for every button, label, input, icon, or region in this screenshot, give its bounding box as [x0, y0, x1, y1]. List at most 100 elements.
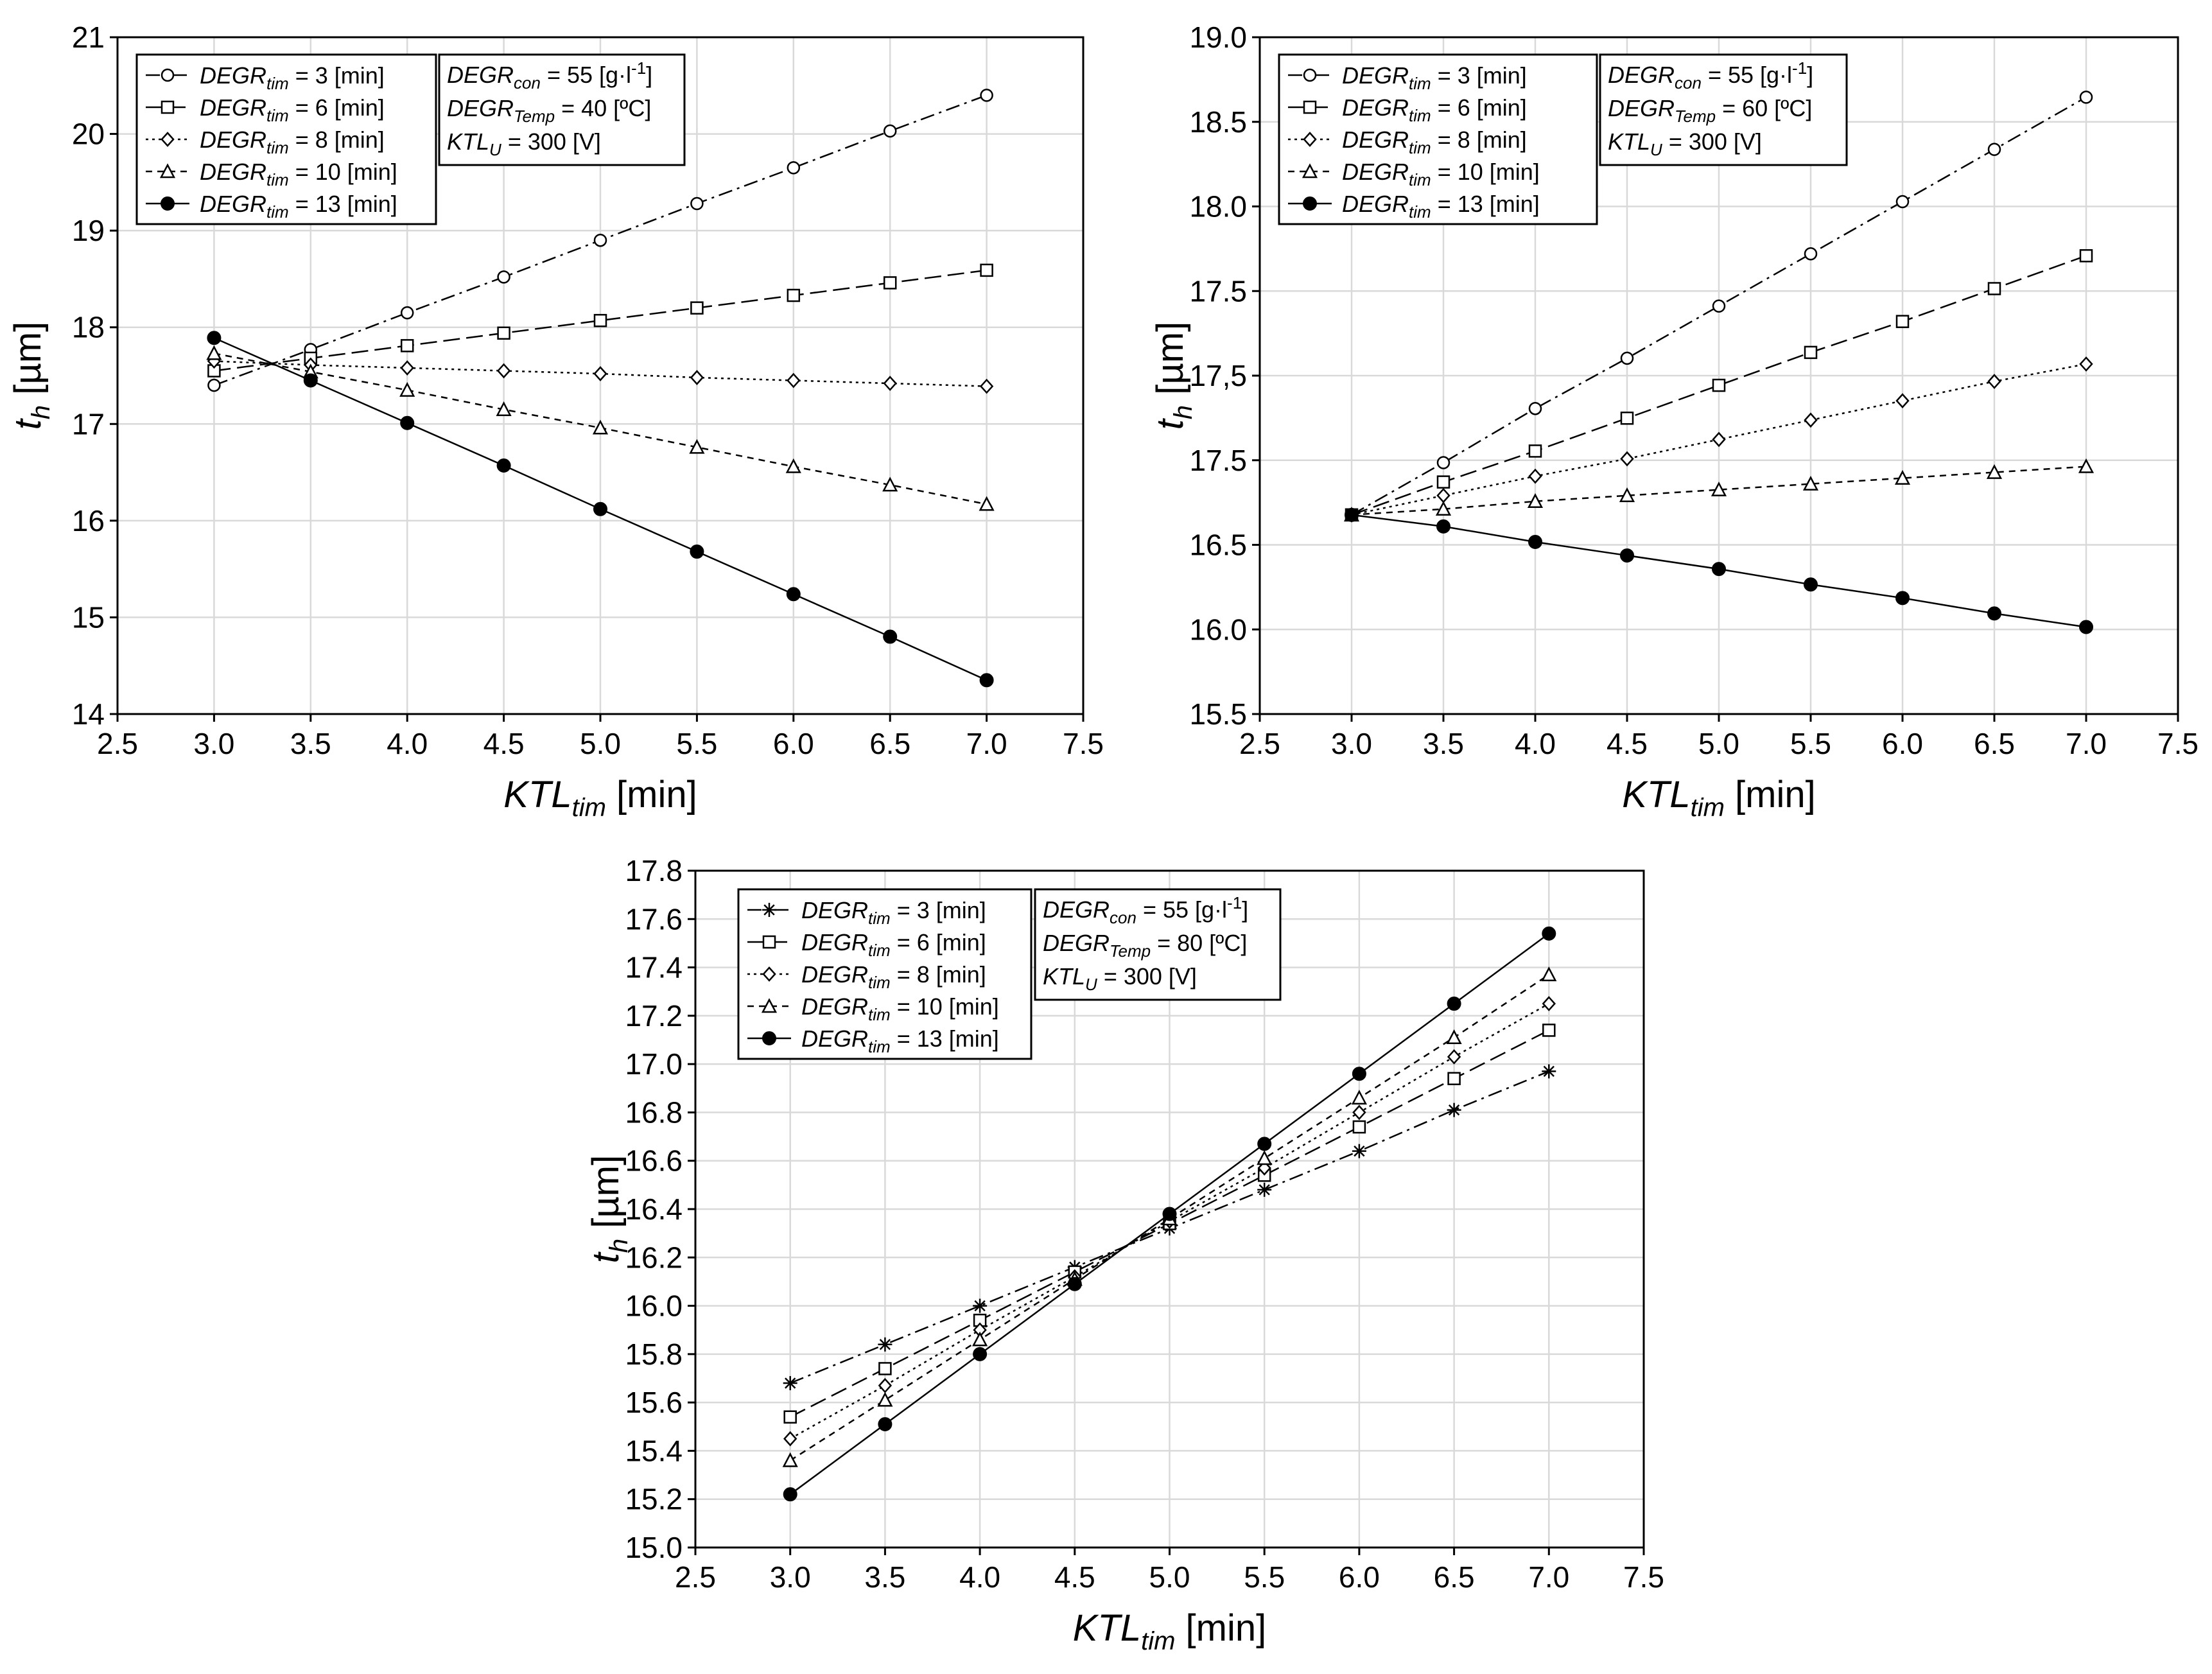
y-tick-label: 16.2: [625, 1241, 683, 1274]
data-point: [497, 270, 510, 284]
data-point: [1804, 577, 1818, 592]
legend-marker: [161, 196, 175, 211]
y-tick-label: 16.0: [625, 1289, 683, 1323]
legend-label: DEGRtim = 13 [min]: [200, 191, 397, 222]
data-point: [883, 376, 897, 391]
legend-label: DEGRtim = 8 [min]: [801, 961, 986, 992]
plot-frame: [694, 869, 1645, 1549]
chart-panel-2: 2.5 3.0 3.5 4.0 4.5 5.0 5.5 6.0 6.5 7.0 7.5 15.5 16.…: [1149, 21, 2199, 822]
legend-marker: [161, 100, 175, 114]
data-point: [878, 1377, 893, 1393]
y-tick-label: 15.4: [625, 1434, 683, 1467]
data-point: [1804, 345, 1818, 360]
data-point: [1257, 1137, 1272, 1151]
series-line: [1351, 96, 2087, 516]
data-point: [1527, 493, 1544, 508]
data-point: [979, 496, 995, 511]
x-tick-label: 3.0: [193, 727, 234, 760]
data-point: [782, 1452, 798, 1467]
y-tick-label: 15: [72, 600, 105, 634]
series-5: [1345, 507, 2093, 634]
condition-label: DEGRTemp = 80 [ºC]: [1043, 930, 1247, 961]
x-tick-label: 6.5: [1434, 1560, 1475, 1594]
legend-label: DEGRtim = 3 [min]: [1342, 62, 1527, 93]
data-point: [2079, 91, 2093, 104]
legend-marker: [762, 935, 776, 949]
plot-frame: [1258, 36, 2179, 715]
data-point: [1802, 475, 1819, 491]
y-tick-label: 16.0: [1189, 613, 1247, 646]
data-point: [496, 363, 511, 379]
x-tick-label: 3.5: [864, 1560, 905, 1594]
y-tick-label: 17.5: [1189, 444, 1247, 477]
legend-marker: [762, 1031, 776, 1045]
data-point: [973, 1347, 988, 1361]
y-tick-label: 15.6: [625, 1386, 683, 1419]
data-point: [1987, 374, 2001, 389]
y-tick-label: 21: [72, 21, 105, 54]
data-point: [786, 587, 801, 602]
data-point: [400, 339, 414, 353]
y-tick-label: 17.8: [625, 854, 683, 887]
y-tick-label: 17: [72, 407, 105, 440]
y-tick-label: 17.6: [625, 902, 683, 936]
data-point: [1446, 1029, 1462, 1044]
conditions-box: DEGRcon = 55 [g·l-1]DEGRTemp = 40 [ºC]KT…: [438, 53, 686, 166]
data-point: [1436, 487, 1450, 503]
data-point: [1620, 451, 1634, 467]
data-point: [1894, 469, 1911, 485]
data-point: [1352, 1104, 1366, 1120]
x-tick-label: 5.5: [1790, 727, 1831, 760]
y-tick-label: 19.0: [1189, 21, 1247, 54]
x-tick-label: 4.0: [959, 1560, 1000, 1594]
data-point: [783, 1487, 797, 1502]
legend-label: DEGRtim = 10 [min]: [801, 993, 999, 1024]
x-tick-label: 2.5: [675, 1560, 716, 1594]
y-tick-label: 15.5: [1189, 697, 1247, 731]
data-point: [1528, 444, 1542, 458]
x-axis-label: KTLtim [min]: [503, 774, 697, 822]
conditions-frame: [1599, 53, 1848, 166]
series-3: [1345, 356, 2093, 523]
x-tick-label: 7.0: [966, 727, 1007, 760]
x-tick-label: 5.0: [580, 727, 621, 760]
data-point: [878, 1362, 892, 1375]
data-point: [1712, 299, 1726, 313]
legend: DEGRtim = 3 [min]DEGRtim = 6 [min]DEGRti…: [1278, 53, 1598, 225]
data-point: [400, 306, 414, 320]
series-line: [214, 269, 987, 372]
conditions-box: DEGRcon = 55 [g·l-1]DEGRTemp = 60 [ºC]KT…: [1599, 53, 1848, 166]
data-point: [206, 345, 222, 360]
data-point: [1257, 1150, 1273, 1165]
data-point: [877, 1391, 893, 1407]
legend-label: DEGRtim = 13 [min]: [801, 1025, 999, 1056]
series-5: [207, 331, 994, 688]
series-4: [1343, 458, 2094, 522]
data-point: [1987, 282, 2001, 295]
chart-panel-3: 2.5 3.0 3.5 4.0 4.5 5.0 5.5 6.0 6.5 7.0 7.5 15.0 15.…: [585, 854, 1664, 1655]
condition-label: DEGRTemp = 60 [ºC]: [1608, 95, 1812, 126]
legend-marker: [762, 903, 776, 917]
x-tick-label: 3.0: [1331, 727, 1372, 760]
data-point: [1541, 966, 1557, 982]
data-point: [1712, 562, 1726, 577]
data-point: [690, 301, 704, 315]
data-point: [1804, 412, 1818, 428]
legend-label: DEGRtim = 10 [min]: [1342, 159, 1540, 189]
legend-label: DEGRtim = 6 [min]: [200, 94, 385, 125]
series-line: [1351, 255, 2087, 516]
data-point: [690, 196, 704, 211]
data-point: [1542, 926, 1556, 941]
legend: DEGRtim = 3 [min]DEGRtim = 6 [min]DEGRti…: [135, 53, 437, 225]
data-point: [882, 476, 898, 492]
data-point: [1528, 468, 1542, 484]
data-point: [878, 1417, 893, 1432]
data-point: [303, 373, 318, 388]
series-4: [782, 966, 1557, 1467]
data-point: [787, 161, 801, 175]
data-point: [593, 366, 607, 381]
data-point: [1986, 464, 2003, 479]
data-point: [783, 1376, 797, 1391]
series-2: [1345, 249, 2093, 522]
data-point: [1162, 1207, 1177, 1221]
